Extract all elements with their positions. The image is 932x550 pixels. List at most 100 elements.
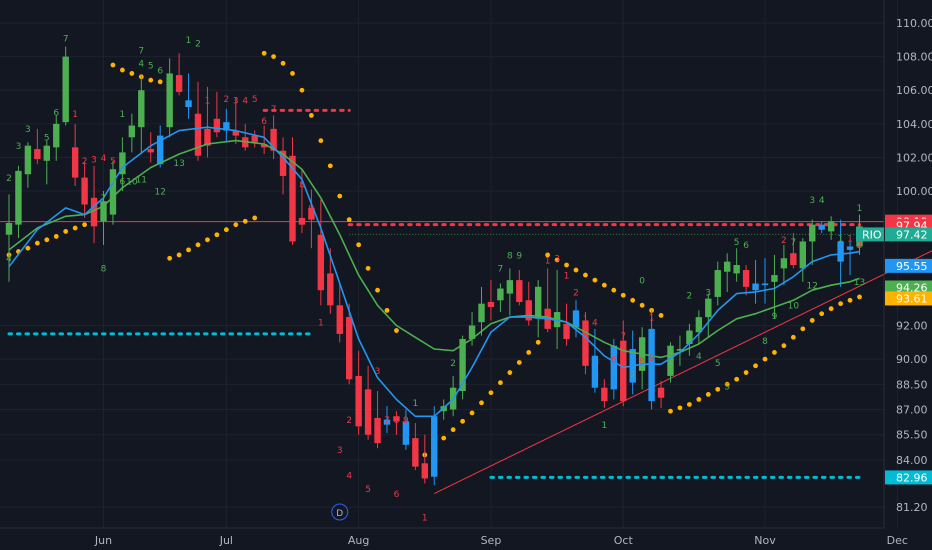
- sar-dot: [639, 302, 645, 308]
- candle-body: [166, 73, 173, 128]
- candle-body: [298, 217, 306, 225]
- count-label: 11: [136, 176, 147, 186]
- sar-dot: [724, 381, 730, 387]
- candle-body: [610, 345, 617, 390]
- time-tick-label: Oct: [614, 534, 634, 547]
- sar-dot: [772, 349, 777, 355]
- sar-dot: [545, 252, 551, 258]
- candle-body: [497, 288, 504, 301]
- price-tick-label: 100.00: [896, 185, 932, 198]
- candle-body: [724, 261, 731, 272]
- candle-body: [279, 150, 287, 176]
- sar-dot: [129, 71, 135, 76]
- price-tag-value: 95.55: [896, 260, 928, 273]
- sar-dot: [441, 435, 447, 441]
- candle-body: [128, 125, 136, 138]
- candle-body: [402, 421, 410, 445]
- count-label: 6: [157, 66, 163, 76]
- count-label: 1: [205, 97, 211, 107]
- count-label: 2: [857, 241, 863, 251]
- count-label: 4: [101, 154, 107, 164]
- dividend-marker-label: D: [336, 509, 343, 519]
- price-tick-label: 90.00: [896, 353, 928, 366]
- candle-body: [5, 222, 13, 235]
- sar-dot: [365, 265, 371, 271]
- sar-dot: [384, 307, 390, 313]
- count-label: 3: [375, 367, 381, 377]
- price-tag: [885, 227, 932, 242]
- count-label: 2: [630, 371, 636, 381]
- count-label: 3: [460, 352, 466, 362]
- sar-dot: [479, 400, 484, 406]
- sar-dot: [233, 222, 239, 228]
- candle-body: [251, 135, 258, 143]
- price-tag: [885, 470, 932, 485]
- candle-body: [620, 340, 627, 402]
- time-axis[interactable]: JunJulAugSepOctNovDec2020Feb: [94, 534, 932, 547]
- candle-body: [761, 283, 769, 286]
- count-label: 6: [261, 117, 267, 127]
- candle-body: [289, 155, 296, 242]
- count-label: 5: [148, 61, 154, 71]
- candle-body: [270, 128, 277, 151]
- candle-body: [752, 283, 759, 291]
- count-label: 8: [507, 251, 513, 261]
- count-label: 7: [63, 34, 69, 44]
- sar-dot: [346, 217, 352, 223]
- count-label: 5: [734, 238, 740, 248]
- count-label: 5: [110, 157, 116, 167]
- count-label: 6: [611, 355, 617, 365]
- candle-body: [827, 221, 835, 232]
- count-label: 7: [101, 194, 107, 204]
- sar-dot: [658, 313, 664, 318]
- candle-body: [705, 298, 712, 318]
- grid: [0, 0, 898, 528]
- candle-body: [53, 123, 60, 148]
- count-label: 7: [271, 105, 277, 115]
- count-label: 5: [724, 382, 730, 392]
- count-label: 6: [772, 275, 778, 285]
- sar-dot: [753, 363, 758, 369]
- count-label: 1: [847, 234, 853, 244]
- price-tick-label: 108.00: [896, 51, 932, 64]
- count-label: 4: [819, 196, 825, 206]
- sar-dot: [318, 138, 324, 144]
- candle-body: [809, 224, 816, 242]
- count-label: 4: [138, 60, 144, 70]
- count-label: 8: [639, 357, 645, 367]
- sar-dot: [554, 257, 560, 263]
- time-tick-label: Dec: [887, 534, 908, 547]
- candle-body: [686, 330, 693, 344]
- count-label: 9: [110, 176, 116, 186]
- candle-body: [582, 320, 589, 366]
- price-tick-label: 81.20: [896, 501, 928, 514]
- candles: [5, 46, 863, 486]
- sar-dot: [25, 245, 31, 251]
- price-tag-value: 82.96: [896, 471, 928, 484]
- candle-body: [421, 463, 428, 479]
- sar-dot: [564, 262, 569, 268]
- sar-dot: [790, 334, 796, 340]
- count-label: 13: [854, 278, 865, 288]
- candle-body: [459, 338, 466, 392]
- time-tick-label: Jun: [94, 534, 112, 547]
- count-label: 1: [422, 513, 428, 523]
- sar-dot: [677, 405, 683, 411]
- count-label: 5: [44, 134, 50, 144]
- candle-body: [308, 207, 315, 220]
- sar-dot: [526, 349, 532, 355]
- price-tag: [885, 291, 932, 306]
- count-label: 9: [403, 416, 409, 426]
- sar-dot: [469, 410, 475, 416]
- candle-body: [733, 265, 740, 274]
- candle-body: [790, 253, 797, 265]
- sar-dot: [715, 386, 721, 392]
- count-label: 2: [346, 416, 352, 426]
- parabolic-sar: [6, 50, 862, 458]
- candle-body: [364, 389, 372, 435]
- candle-body: [846, 246, 854, 250]
- sar-dot: [327, 163, 333, 169]
- price-axis[interactable]: 110.00 108.00 106.00 104.00 102.00 100.00 92.0…: [896, 17, 932, 514]
- count-label: 7: [384, 416, 390, 426]
